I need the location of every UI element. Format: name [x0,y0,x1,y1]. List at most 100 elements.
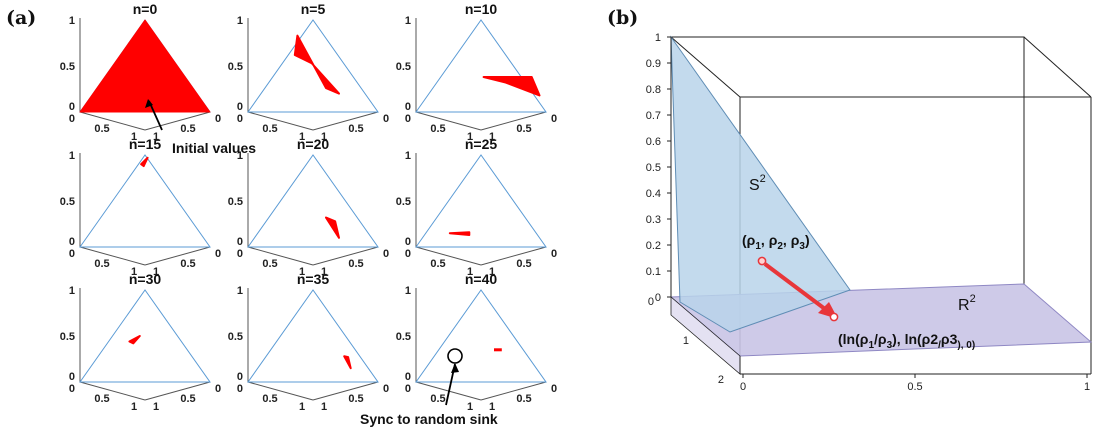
corner-tick-label: 0 [237,383,243,395]
y-tick-label: 1 [69,285,75,297]
x-tick-label: 0 [551,248,557,260]
y-tick-label: 0.5 [396,331,411,343]
x-tick-label: 0.5 [430,258,445,270]
z-tick-label: 0.6 [646,136,661,148]
x-tick-label: 0.5 [516,393,531,405]
subscript: 1 [755,241,761,252]
corner-tick-label: 0 [237,248,243,260]
label-part: ρ [747,232,756,248]
simplex-edge [247,19,379,113]
z-tick-label: 0.7 [646,110,661,122]
label-part: ρ [941,331,950,347]
simplex-edge [79,154,211,248]
x-tick-label: 0 [215,248,221,260]
simplex-edge [247,289,379,383]
y-tick-label: 0 [69,236,75,248]
corner-tick-label: 0 [405,248,411,260]
label-part: ρ [878,331,887,347]
state-region [140,156,149,168]
y-tick-label: 0 [237,101,243,113]
x-tick-label: 0 [383,248,389,260]
corner-tick-label: 0 [69,383,75,395]
x-axis-left [415,111,482,131]
y-tick-label: 1 [405,285,411,297]
x-tick-label: 0.5 [94,393,109,405]
subplot-title: n=0 [133,1,158,17]
y-tick-label: 0.5 [396,61,411,73]
x-tick-label: 0 [215,113,221,125]
subplot-title: n=25 [465,136,498,152]
label-part: ρ [922,331,931,347]
x-tick-label: 1 [299,401,305,413]
ternary-subplot: n=25 0 0.5 1 0 0.5 1 1 0.5 0 [396,136,557,278]
point-log-ratio-label: (ln(ρ1/ρ3), ln(ρ2/ρ3), 0) [838,331,975,351]
subplot-title: n=40 [465,271,498,287]
x-axis-right [480,381,547,401]
y-tick-label: 0 [405,371,411,383]
s2-label: S2 [749,173,766,194]
x-tick-label: 1 [467,401,473,413]
label-part: , [761,232,769,248]
subscript: 1 [868,340,874,351]
sync-annotation: Sync to random sink [360,348,498,427]
y-tick-label: 0 [405,236,411,248]
label-part: ) [805,232,810,248]
x-tick-label: 0.5 [180,123,195,135]
y-tick-label: 0.5 [228,61,243,73]
z-tick-label: 0 [655,292,661,304]
x-axis-left [79,246,146,266]
sync-label: Sync to random sink [360,411,498,427]
subplot-title: n=30 [129,271,162,287]
state-region [79,19,211,113]
label-part: 3 [950,331,958,347]
x-tick-label: 1 [153,266,159,278]
x-tick-label: 0.5 [430,393,445,405]
label-part: ( [742,232,747,248]
label-part: / [874,331,878,347]
z-tick-label: 0.4 [646,188,661,200]
y-tick-label: 0 [69,371,75,383]
x-tick-label: 0.5 [348,258,363,270]
x-tick-label: 0.5 [348,393,363,405]
box-edge-top-right-depth [1023,36,1092,98]
label-part: 2 [930,331,938,347]
subscript: 2 [777,241,783,252]
initial-values-arrow-line [148,100,163,131]
x-tick-label: 1 [153,401,159,413]
sync-highlight-circle [447,348,463,364]
point-rho-label: (ρ1, ρ2, ρ3) [742,232,810,252]
label-part: (ln( [838,331,860,347]
x-tick-label: 0.5 [94,123,109,135]
label-part: ρ [791,232,800,248]
y-tick-label: 0.5 [60,61,75,73]
subplot-title: n=5 [301,1,326,17]
z-tick-label: 0.9 [646,58,661,70]
state-region [448,231,471,237]
x-axis-right [144,246,211,266]
x-axis-right [480,246,547,266]
x-axis-right [312,111,379,131]
label-part: , [783,232,791,248]
corner-tick-label: 0 [405,113,411,125]
x-tick-label: 0 [551,383,557,395]
y-tick-label: 0.5 [60,331,75,343]
x-axis-right [312,246,379,266]
sync-arrowhead [451,363,459,373]
x-tick-label: 1 [1084,381,1090,393]
ternary-subplot: n=10 0 0.5 1 0 0.5 1 1 0.5 0 [396,1,557,143]
x-tick-label: 0 [383,113,389,125]
label-part: ρ [769,232,778,248]
simplex-edge [79,289,211,383]
x-axis-right [144,381,211,401]
ternary-subplot: n=15 0 0.5 1 0 0.5 1 1 0.5 0 [60,136,221,278]
x-tick-label: 0.5 [262,258,277,270]
x-axis-right [144,111,211,131]
y-tick-label: 2 [718,374,724,386]
z-tick-label: 0.2 [646,240,661,252]
x-axis-left [247,381,314,401]
x-axis-left [247,246,314,266]
state-region [343,355,352,370]
x-tick-label: 0.5 [907,381,922,393]
y-tick-label: 0.5 [228,331,243,343]
